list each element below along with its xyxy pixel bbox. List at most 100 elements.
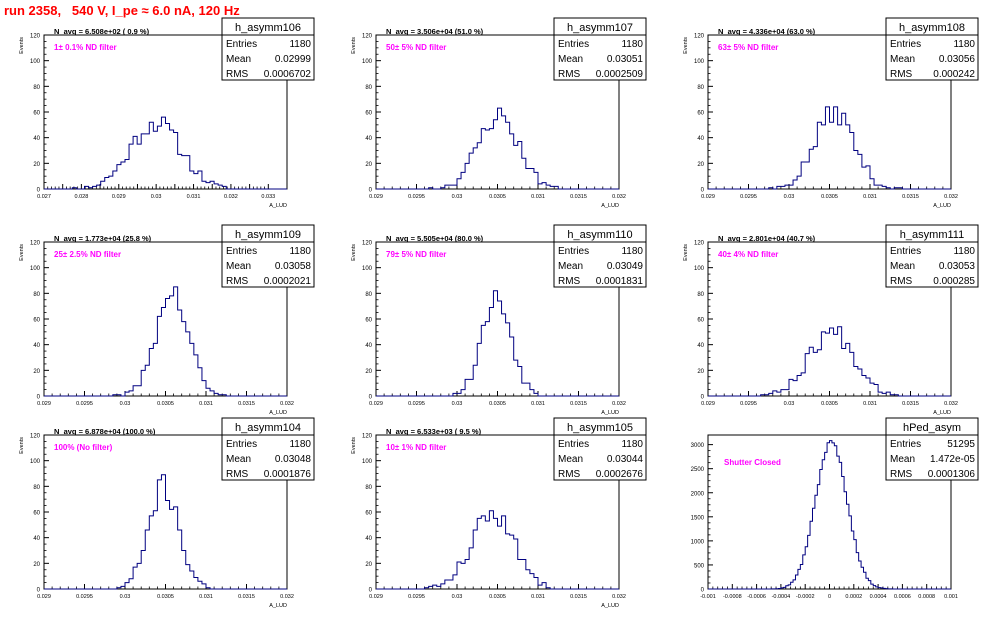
x-tick-label: 0.0305 [157, 594, 174, 600]
stats-label: Mean [226, 54, 251, 65]
stats-value: 1180 [953, 246, 975, 257]
x-tick-label: 0.031 [863, 401, 877, 407]
y-tick-label: 100 [30, 59, 41, 65]
histogram-plot: 0 20 40 60 80 100 120 0.029 0.0295 0.03 0.0305 0.03… [19, 224, 315, 416]
stats-label: RMS [890, 469, 913, 480]
x-tick-label: 0.0305 [489, 194, 506, 200]
x-tick-label: 0.032 [944, 194, 958, 200]
histogram-plot: 0 20 40 60 80 100 120 0.029 0.0295 0.03 0.0305 0.03… [351, 17, 647, 209]
x-tick-label: 0.0295 [740, 401, 757, 407]
stats-label: Entries [226, 246, 257, 257]
x-tick-label: 0.0315 [570, 401, 587, 407]
histogram-series [44, 474, 287, 590]
x-tick-label: 0.031 [863, 194, 877, 200]
y-axis-title: Events [19, 437, 25, 454]
y-tick-label: 120 [30, 434, 41, 440]
x-tick-label: 0.031 [531, 194, 545, 200]
stats-value: 1180 [289, 439, 311, 450]
x-tick-label: 0.029 [369, 194, 383, 200]
y-tick-label: 120 [362, 241, 373, 247]
y-tick-label: 60 [33, 511, 40, 517]
stats-box [553, 224, 647, 288]
histogram-series [708, 106, 951, 190]
x-tick-label: 0.031 [187, 194, 201, 200]
x-tick-label: 0.0305 [489, 594, 506, 600]
x-tick-label: 0.001 [944, 594, 958, 600]
stats-value: 0.0001876 [264, 469, 312, 480]
x-tick-label: 0.0315 [570, 594, 587, 600]
histogram-series [376, 107, 619, 190]
histogram-series [708, 326, 951, 397]
stats-label: Mean [226, 261, 251, 272]
x-tick-label: -0.0006 [747, 594, 766, 600]
stats-box [221, 417, 315, 481]
stats-value: 1180 [621, 439, 643, 450]
y-tick-label: 20 [365, 562, 372, 568]
y-tick-label: 60 [33, 318, 40, 324]
y-tick-label: 0 [37, 188, 41, 194]
stats-value: 0.03048 [275, 454, 312, 465]
y-tick-label: 80 [697, 85, 704, 91]
x-tick-label: 0.031 [199, 594, 213, 600]
y-axis-title: Events [19, 244, 25, 261]
y-tick-label: 80 [697, 292, 704, 298]
x-tick-label: 0.0295 [740, 194, 757, 200]
x-axis-title: A_LUD [601, 603, 619, 609]
histogram-plot: 0 500 1000 1500 2000 2500 3000 -0.001 -0.0008 -0.… [691, 417, 979, 600]
filter-label: 100% (No filter) [54, 443, 113, 452]
y-tick-label: 20 [33, 562, 40, 568]
x-tick-label: 0.0004 [870, 594, 887, 600]
stats-label: Mean [890, 54, 915, 65]
histogram-plot: 0 20 40 60 80 100 120 0.029 0.0295 0.03 0.0305 0.03… [351, 224, 647, 416]
y-tick-label: 0 [369, 395, 373, 401]
y-tick-label: 40 [33, 343, 40, 349]
x-tick-label: 0.03 [452, 594, 463, 600]
navg-label: N_avg = 6.508e+02 ( 0.9 %) [54, 27, 150, 36]
y-tick-label: 20 [33, 162, 40, 168]
y-tick-label: 1000 [691, 539, 705, 545]
y-axis-title: Events [683, 244, 689, 261]
stats-label: Mean [890, 261, 915, 272]
y-tick-label: 100 [362, 59, 373, 65]
x-tick-label: 0.0315 [238, 401, 255, 407]
filter-label: 25± 2.5% ND filter [54, 250, 121, 259]
stats-label: Mean [558, 54, 583, 65]
y-tick-label: 100 [362, 266, 373, 272]
y-tick-label: 2000 [691, 491, 705, 497]
stats-title: h_asymm109 [235, 229, 301, 241]
stats-title: h_asymm105 [567, 422, 633, 434]
stats-label: Mean [890, 454, 915, 465]
x-tick-label: 0.033 [261, 194, 275, 200]
stats-value: 0.03049 [607, 261, 644, 272]
histogram-panel-asymm106: 0 20 40 60 80 100 120 0.027 0.028 0.029 0.03 0.031 0… [0, 15, 332, 222]
x-tick-label: 0.029 [37, 401, 51, 407]
y-tick-label: 60 [33, 111, 40, 117]
y-tick-label: 0 [701, 188, 705, 194]
y-tick-label: 40 [33, 536, 40, 542]
x-tick-label: 0.0295 [408, 401, 425, 407]
y-axis-title: Events [19, 37, 25, 54]
y-tick-label: 40 [33, 136, 40, 142]
y-tick-label: 100 [30, 459, 41, 465]
stats-label: RMS [558, 69, 581, 80]
x-tick-label: 0.032 [280, 401, 294, 407]
x-tick-label: 0.031 [531, 594, 545, 600]
x-tick-label: 0.029 [369, 401, 383, 407]
stats-label: Mean [226, 454, 251, 465]
x-tick-label: 0.031 [531, 401, 545, 407]
x-tick-label: 0.032 [612, 194, 626, 200]
x-axis-title: A_LUD [601, 410, 619, 416]
y-tick-label: 2500 [691, 467, 705, 473]
y-axis-title: Events [351, 437, 357, 454]
canvas-title: run 2358, 540 V, I_pe ≈ 6.0 nA, 120 Hz [4, 3, 240, 18]
x-axis-title: A_LUD [933, 203, 951, 209]
x-tick-label: 0.03 [452, 194, 463, 200]
y-tick-label: 80 [33, 485, 40, 491]
histogram-panel-ped: 0 500 1000 1500 2000 2500 3000 -0.001 -0.0008 -0.… [664, 415, 996, 622]
x-tick-label: 0.0315 [902, 401, 919, 407]
stats-label: RMS [890, 276, 913, 287]
x-tick-label: 0.029 [701, 194, 715, 200]
x-tick-label: 0.031 [199, 401, 213, 407]
stats-value: 0.03044 [607, 454, 644, 465]
x-tick-label: 0.0295 [76, 401, 93, 407]
